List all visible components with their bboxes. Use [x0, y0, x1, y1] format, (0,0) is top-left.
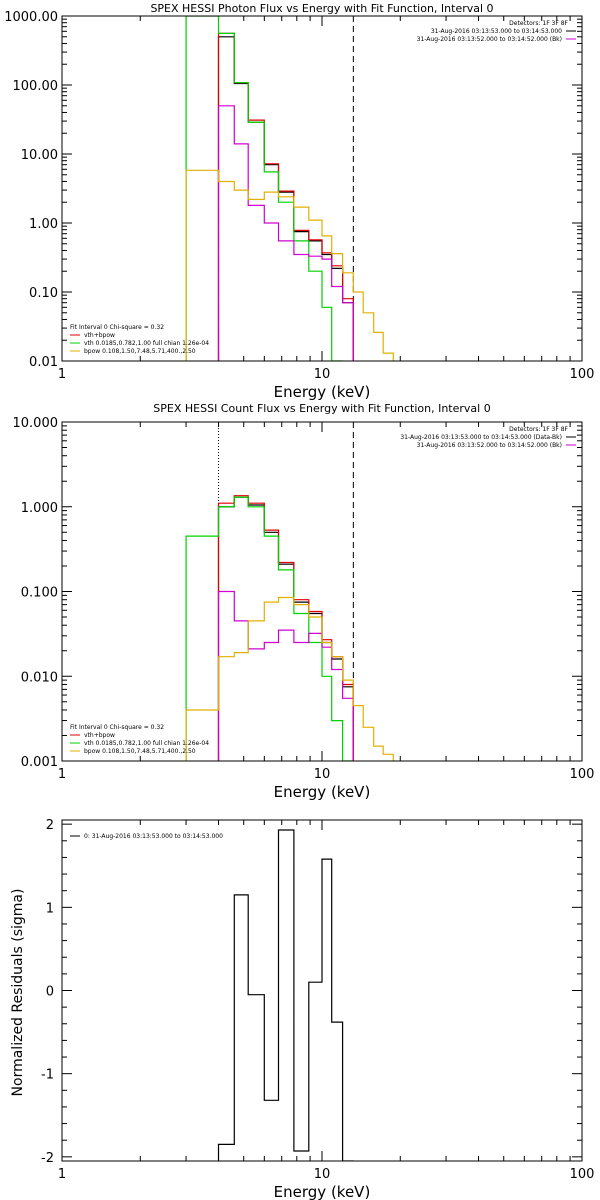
- legend-entry: 0: 31-Aug-2016 03:13:53.000 to 03:14:53.…: [84, 833, 223, 840]
- header-interval-text: 31-Aug-2016 03:13:52.000 to 03:14:52.000…: [417, 442, 562, 449]
- legend-entry: vth 0.0185,0.782,1.00 full chian 1.26e-0…: [84, 340, 209, 347]
- x-tick-label: 10: [314, 1167, 331, 1182]
- x-tick-label: 10: [314, 767, 331, 782]
- x-tick-label: 10: [314, 367, 331, 382]
- residuals-panel: 1 10 100 -2 -1 0 1 2 Energy (keV) Normalized Resi…: [10, 818, 594, 1200]
- legend-entry: vth+bpow: [84, 732, 115, 739]
- legend-entry: bpow 0.108,1.50,7.48,5.71,400.,2.50: [84, 748, 196, 755]
- y-tick-label: 100.00: [13, 79, 59, 94]
- y-tick-label: 0.001: [21, 755, 58, 770]
- x-tick-label: 100: [570, 767, 595, 782]
- detectors-label: Detectors: 1F 3F 8F: [509, 426, 568, 433]
- plot-data: [185, 16, 394, 361]
- magenta-series-line: [217, 590, 354, 761]
- x-tick-label: 100: [570, 1167, 595, 1182]
- plot-title: SPEX HESSI Photon Flux vs Energy with Fi…: [150, 2, 493, 15]
- x-tick-label: 1: [58, 1167, 66, 1182]
- y-tick-label: -2: [41, 1151, 54, 1166]
- count-flux-panel: SPEX HESSI Count Flux vs Energy with Fit…: [13, 402, 595, 801]
- plot-title: SPEX HESSI Count Flux vs Energy with Fit…: [153, 402, 490, 415]
- y-tick-label: 0.100: [21, 586, 58, 601]
- y-tick-label: 1000.00: [4, 10, 58, 25]
- header-interval-text: 31-Aug-2016 03:13:52.000 to 03:14:52.000…: [417, 36, 562, 43]
- header-interval-text: 31-Aug-2016 03:13:53.000 to 03:14:53.000…: [400, 434, 562, 441]
- black-series-line: [217, 496, 354, 761]
- plot-frame: [61, 15, 583, 362]
- green-series-line: [185, 496, 354, 761]
- y-tick-label: 1.000: [21, 501, 58, 516]
- yellow-series-line: [185, 169, 394, 361]
- plot-data: [185, 422, 394, 761]
- plot-frame: [61, 421, 583, 762]
- x-axis-label: Energy (keV): [274, 783, 371, 801]
- x-tick-label: 1: [58, 367, 66, 382]
- y-tick-label: 0.010: [21, 670, 58, 685]
- fit-legend-title: Fit Interval 0 Chi-square = 0.32: [70, 724, 164, 731]
- magenta-series-line: [217, 105, 354, 361]
- y-axis-label: Normalized Residuals (sigma): [10, 889, 26, 1097]
- x-axis-label: Energy (keV): [274, 1183, 371, 1200]
- y-tick-label: 0.01: [29, 355, 58, 370]
- yellow-series-line: [185, 596, 394, 761]
- x-tick-label: 1: [58, 767, 66, 782]
- plot-frame: [61, 819, 583, 1162]
- legend-entry: vth 0.0185,0.782,1.00 full chian 1.26e-0…: [84, 740, 209, 747]
- header-interval-text: 31-Aug-2016 03:13:53.000 to 03:14:53.000: [431, 28, 562, 35]
- black-series-line: [217, 36, 354, 361]
- y-tick-label: 10.000: [13, 416, 59, 431]
- legend-entry: bpow 0.108,1.50,7.48,5.71,400.,2.50: [84, 348, 196, 355]
- y-tick-label: -1: [41, 1068, 54, 1083]
- x-axis-label: Energy (keV): [274, 383, 371, 401]
- x-tick-label: 100: [570, 367, 595, 382]
- green-series-line: [185, 16, 344, 361]
- photon-flux-panel: SPEX HESSI Photon Flux vs Energy with Fi…: [4, 2, 594, 401]
- y-tick-label: 0: [46, 985, 54, 1000]
- y-tick-label: 2: [46, 818, 54, 833]
- y-tick-label: 10.00: [21, 148, 58, 163]
- legend-entry: vth+bpow: [84, 332, 115, 339]
- plot-data: [217, 829, 354, 1161]
- y-tick-label: 1.00: [29, 217, 58, 232]
- y-tick-label: 0.10: [29, 286, 58, 301]
- red-series-line: [217, 495, 354, 761]
- fit-legend-title: Fit Interval 0 Chi-square = 0.32: [70, 324, 164, 331]
- y-tick-label: 1: [46, 901, 54, 916]
- detectors-label: Detectors: 1F 3F 8F: [509, 20, 568, 27]
- black-series-line: [217, 829, 354, 1161]
